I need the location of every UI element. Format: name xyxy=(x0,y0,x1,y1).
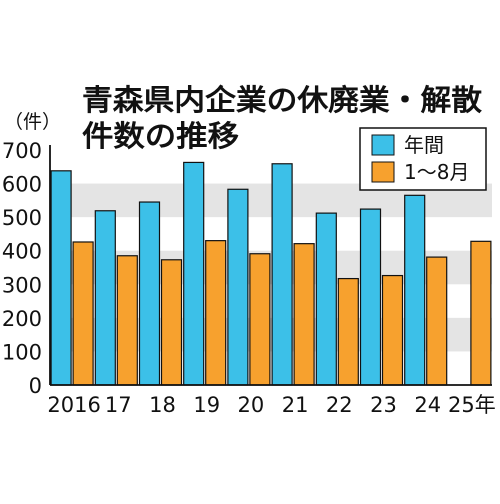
bar-annual xyxy=(404,194,426,386)
axes xyxy=(49,145,492,386)
grid-band xyxy=(50,317,492,352)
x-tick-label: 21 xyxy=(282,393,309,417)
bar-jan-aug xyxy=(205,240,227,386)
x-tick-label: 2016 xyxy=(47,393,100,417)
chart-title-line-2: 件数の推移 xyxy=(82,119,239,153)
x-tick-label: 19 xyxy=(193,393,220,417)
grid-band xyxy=(50,250,492,285)
x-tick-label: 24 xyxy=(414,393,441,417)
y-tick-label: 400 xyxy=(2,240,42,264)
bar-annual xyxy=(227,188,249,386)
legend-label-jan-aug: 1～8月 xyxy=(404,160,469,184)
bar-annual xyxy=(271,163,293,386)
y-tick-label: 700 xyxy=(2,139,42,163)
grid-bands xyxy=(50,183,492,352)
y-tick-label: 200 xyxy=(2,307,42,331)
y-tick-label: 0 xyxy=(29,374,42,398)
bar-jan-aug xyxy=(293,243,315,386)
bar-annual xyxy=(138,201,161,386)
x-tick-label: 17 xyxy=(105,393,132,417)
bar-jan-aug xyxy=(470,240,492,386)
x-tick-label: 18 xyxy=(149,393,176,417)
tick-labels: 0 100 200 300 400 500 600 700 2016 17 18 19 20 21 22 23… xyxy=(2,139,496,417)
x-tick-label: 23 xyxy=(370,393,397,417)
bar-annual xyxy=(50,170,72,386)
x-tick-label: 20 xyxy=(238,393,265,417)
y-tick-label: 500 xyxy=(2,206,42,230)
chart-title-line-1: 青森県内企業の休廃業・解散 xyxy=(82,83,482,117)
bar-jan-aug xyxy=(160,259,183,386)
legend: 年間 1～8月 xyxy=(359,127,487,191)
bar-jan-aug xyxy=(337,277,359,386)
bar-annual xyxy=(315,212,337,386)
y-tick-label: 300 xyxy=(2,273,42,297)
y-tick-label: 100 xyxy=(2,340,42,364)
legend-label-annual: 年間 xyxy=(404,133,444,157)
x-tick-label: 25年 xyxy=(448,393,496,417)
bar-jan-aug xyxy=(426,256,448,386)
y-tick-label: 600 xyxy=(2,173,42,197)
legend-swatch-annual xyxy=(371,134,395,156)
bar-jan-aug xyxy=(249,253,271,386)
x-tick-label: 22 xyxy=(326,393,353,417)
y-unit-label: （件） xyxy=(4,111,61,133)
legend-swatch-jan-aug xyxy=(371,161,395,183)
bar-annual xyxy=(94,210,116,386)
bar-jan-aug xyxy=(116,255,138,386)
bar-jan-aug xyxy=(381,274,404,386)
bar-annual xyxy=(359,208,382,386)
bars xyxy=(50,161,492,386)
bar-annual xyxy=(183,161,205,386)
bar-jan-aug xyxy=(72,241,94,386)
